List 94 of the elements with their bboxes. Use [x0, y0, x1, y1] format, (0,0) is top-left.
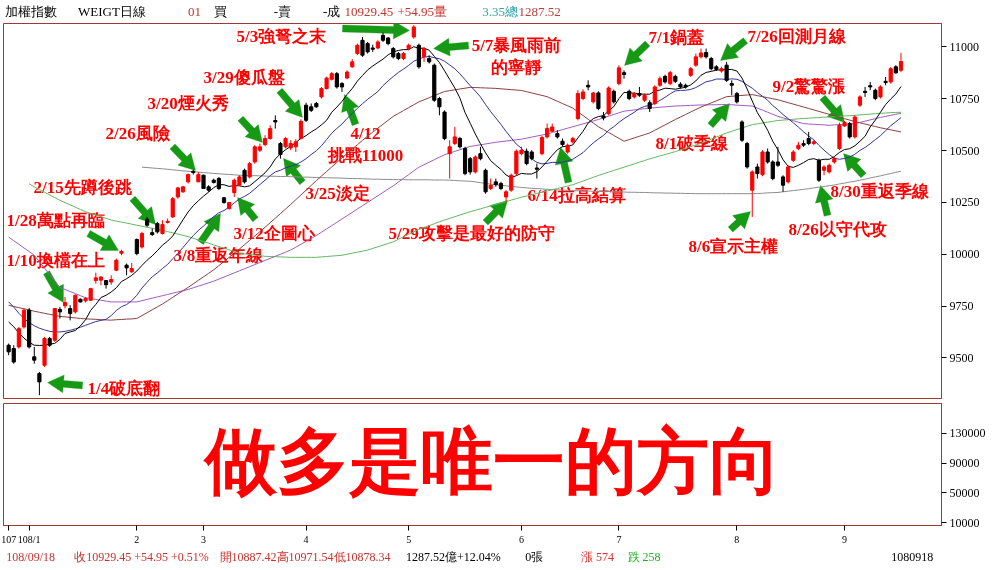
- y-tick-label: 10250: [949, 195, 980, 210]
- annotation: 7/26回測月線: [747, 27, 847, 46]
- text: 買: [214, 4, 228, 19]
- text: 跌 258: [627, 549, 661, 564]
- candlestick: [73, 293, 78, 315]
- annotation: 5/3強弩之末: [236, 27, 328, 46]
- text: 0張: [525, 549, 544, 564]
- text: -賣: [273, 4, 291, 19]
- x-tick-label: 8: [734, 533, 740, 545]
- chart-title: 加權指數: [5, 4, 58, 19]
- candlestick: [852, 114, 857, 140]
- candlestick: [473, 154, 478, 175]
- y-tick-label: 10500: [949, 143, 980, 158]
- text: 開10887.42高10971.54低10878.34: [219, 549, 391, 564]
- annotation: 3/12企圖心: [233, 224, 316, 243]
- x-tick-label: 6: [518, 533, 524, 545]
- annotation: 6/14拉高結算: [527, 186, 626, 205]
- candlestick: [863, 86, 868, 98]
- candlestick: [57, 306, 62, 319]
- chart-subtitle: WEIGT日線: [78, 4, 146, 19]
- candlestick: [37, 371, 42, 396]
- annotation: 3/8重返年線: [173, 246, 265, 265]
- y-tick-label: 10750: [949, 91, 980, 106]
- x-tick-label: 5: [406, 533, 412, 545]
- y-tick-label: 9750: [949, 299, 974, 314]
- y-tick-label: 130000: [949, 426, 986, 441]
- annotation: 7/1鍋蓋: [648, 28, 705, 47]
- annotation: 1/4破底翻: [87, 379, 161, 398]
- x-tick-label: 108/1: [17, 533, 41, 545]
- annotation: 1/28萬點再臨: [6, 211, 105, 230]
- candlestick: [786, 164, 791, 185]
- candlestick: [816, 158, 822, 183]
- y-tick-label: 90000: [949, 456, 980, 471]
- y-tick-label: 10000: [949, 515, 980, 530]
- candlestick: [745, 141, 750, 170]
- x-tick-label: 7: [616, 533, 622, 545]
- annotation: 8/30重返季線: [830, 182, 930, 201]
- text: 10929.45: [344, 3, 394, 19]
- text: 漲 574: [581, 549, 615, 564]
- x-tick-label: 9: [842, 533, 848, 545]
- text: -成: [323, 4, 341, 19]
- candlestick: [483, 168, 488, 195]
- candlestick: [303, 102, 309, 123]
- text: 1287.52: [518, 3, 561, 19]
- annotation: 做多是唯一的方向: [202, 422, 781, 503]
- candlestick: [750, 169, 755, 218]
- candlestick: [103, 279, 109, 290]
- candlestick: [62, 296, 68, 310]
- text: 收10929.45 +54.95 +0.51%: [74, 549, 209, 564]
- x-tick-label: 2: [134, 533, 140, 545]
- annotation: 8/1破季線: [655, 134, 730, 153]
- annotation: 2/26風險: [105, 124, 171, 143]
- annotation: 2/15先蹲後跳: [33, 178, 133, 197]
- y-tick-label: 10000: [949, 247, 980, 262]
- annotation: 5/7暴風雨前的寧靜: [471, 35, 562, 78]
- candlestick: [760, 149, 765, 177]
- candlestick: [452, 126, 457, 146]
- text: 1080918: [891, 549, 934, 564]
- y-tick-label: 50000: [949, 485, 980, 500]
- text: 01: [187, 3, 201, 19]
- candlestick: [596, 90, 601, 111]
- annotation: 1/10換檔在上: [6, 251, 105, 270]
- candlestick: [621, 69, 627, 80]
- candlestick: [821, 164, 827, 176]
- text: 108/09/18: [6, 549, 55, 564]
- candlestick: [616, 64, 622, 86]
- annotation: 8/26以守代攻: [788, 220, 887, 239]
- candlestick: [447, 139, 452, 180]
- annotation: 9/2驚驚漲: [772, 77, 847, 96]
- x-tick-label: 3: [201, 533, 207, 545]
- candlestick: [724, 61, 729, 83]
- y-tick-label: 11000: [949, 39, 980, 54]
- candlestick: [16, 326, 21, 350]
- annotation: 8/6宣示主權: [688, 237, 779, 256]
- candlestick: [586, 79, 591, 91]
- annotation: 3/25淡定: [305, 184, 370, 203]
- candlestick: [534, 163, 539, 180]
- candlestick: [739, 119, 745, 143]
- text: +54.95量: [397, 4, 448, 19]
- y-tick-label: 9500: [949, 350, 974, 365]
- text: 1287.52億+12.04%: [405, 549, 501, 564]
- annotation: 3/29傻瓜盤: [203, 68, 285, 87]
- candlestick: [170, 196, 175, 219]
- annotation: 3/20煙火秀: [147, 94, 229, 113]
- x-tick-label: 4: [303, 533, 309, 545]
- candlestick: [509, 173, 514, 193]
- candlestick: [898, 52, 904, 73]
- x-tick-label: 107: [1, 533, 17, 545]
- candlestick: [652, 84, 657, 106]
- candlestick: [298, 118, 304, 141]
- text: 3.35總: [482, 4, 519, 19]
- annotation: 4/12 挑戰11000: [326, 123, 404, 166]
- annotation: 5/29攻擊是最好的防守: [388, 224, 555, 243]
- candlestick: [21, 308, 27, 330]
